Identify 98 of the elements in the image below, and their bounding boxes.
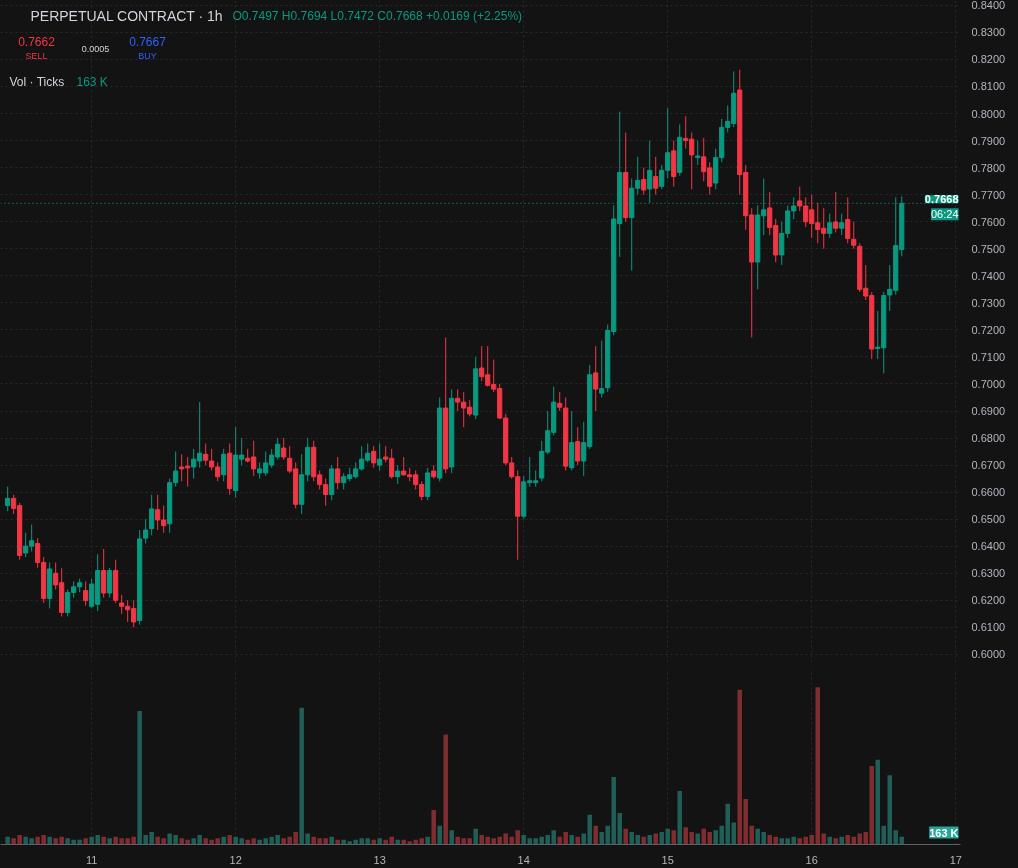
candlestick	[149, 494, 155, 536]
y-tick-label: 0.7500	[971, 242, 1006, 255]
x-tick-label: 11	[85, 853, 98, 866]
bar	[377, 838, 382, 845]
bar	[449, 830, 454, 845]
bar	[833, 838, 838, 845]
bar	[647, 835, 652, 845]
x-tick-label: 15	[661, 853, 674, 866]
candlestick	[641, 167, 647, 196]
candlestick	[395, 464, 401, 485]
x-tick-label: 14	[517, 853, 530, 866]
candlestick	[851, 221, 857, 250]
x-tick-label: 17	[949, 853, 962, 866]
annotation: Vol · Ticks	[9, 74, 65, 89]
y-tick-label: 0.7200	[971, 323, 1006, 336]
bar	[671, 830, 676, 845]
candlestick	[575, 426, 581, 466]
candlestick	[653, 156, 659, 196]
annotation: 06:24	[930, 208, 959, 221]
y-tick-label: 0.8100	[971, 80, 1006, 93]
y-tick-label: 0.6800	[971, 432, 1006, 445]
y-tick-label: 0.7900	[971, 134, 1006, 147]
bar	[425, 836, 430, 845]
bar	[221, 836, 226, 845]
y-tick-label: 0.6200	[971, 594, 1006, 607]
candlestick	[695, 140, 701, 166]
candlestick	[281, 437, 287, 461]
candlestick	[839, 213, 845, 236]
bar	[443, 734, 448, 845]
y-tick-label: 0.6300	[971, 567, 1006, 580]
bar	[827, 836, 832, 845]
y-tick-label: 0.6400	[971, 540, 1006, 553]
annotation: 0.7662	[18, 34, 56, 49]
bar	[83, 838, 88, 845]
y-tick-label: 0.7300	[971, 296, 1006, 309]
y-tick-label: 0.7100	[971, 350, 1006, 363]
bar	[677, 791, 682, 845]
annotation: BUY	[138, 51, 157, 61]
candlestick	[335, 456, 341, 490]
bar	[641, 836, 646, 845]
candlestick	[5, 486, 11, 512]
y-tick-label: 0.6000	[971, 648, 1006, 661]
annotation: 163 K	[929, 826, 959, 839]
candlestick	[101, 548, 107, 599]
ref-line-label: 0.7668	[924, 193, 959, 206]
y-tick-label: 0.7400	[971, 269, 1006, 282]
annotation: SELL	[25, 51, 48, 61]
annotation: 0.0005	[81, 44, 110, 55]
bar	[473, 828, 478, 845]
bar	[395, 839, 400, 845]
candlestick	[593, 345, 599, 412]
candlestick	[221, 448, 227, 482]
y-tick-label: 0.7800	[971, 161, 1006, 174]
bar	[569, 835, 574, 845]
text: PERPETUAL CONTRACT · 1h	[30, 8, 223, 25]
candlestick	[845, 196, 851, 244]
y-tick-label: 0.8000	[971, 107, 1006, 120]
candlestick	[833, 191, 839, 234]
candlestick	[827, 213, 833, 239]
bar	[623, 828, 628, 845]
bar	[437, 825, 442, 845]
y-tick-label: 0.6900	[971, 405, 1006, 417]
bar	[593, 825, 598, 845]
bar	[329, 836, 334, 845]
bar	[695, 833, 700, 845]
bar	[575, 836, 580, 845]
x-tick-label: 12	[229, 853, 242, 866]
candlestick	[377, 442, 383, 471]
candlestick	[83, 580, 89, 607]
bar	[371, 839, 376, 845]
bar	[5, 836, 10, 845]
x-tick-label: 13	[373, 853, 386, 866]
y-tick-label: 0.8200	[971, 53, 1006, 66]
bar	[101, 836, 106, 845]
bar	[47, 836, 52, 845]
y-tick-label: 0.8300	[971, 26, 1006, 39]
y-tick-label: 0.8400	[971, 0, 1006, 12]
y-tick-label: 0.7700	[971, 188, 1006, 201]
bar	[653, 833, 658, 845]
bar	[335, 839, 340, 845]
text: O0.7497 H0.7694 L0.7472 C0.7668 +0.0169 (+2.25%)	[232, 9, 523, 24]
y-tick-label: 0.7600	[971, 215, 1006, 228]
bar	[431, 809, 436, 845]
bar	[107, 838, 112, 845]
y-tick-label: 0.6700	[971, 459, 1006, 472]
bar	[227, 835, 232, 845]
y-tick-label: 0.7000	[971, 377, 1006, 390]
y-tick-label: 0.6600	[971, 486, 1006, 499]
y-tick-label: 0.6500	[971, 513, 1006, 526]
bar	[839, 836, 844, 845]
x-tick-label: 16	[805, 853, 818, 866]
y-tick-label: 0.6100	[971, 621, 1006, 634]
candlestick	[371, 445, 377, 469]
candlestick	[425, 467, 431, 501]
candlestick	[599, 340, 605, 398]
annotation: 163 K	[76, 74, 108, 89]
annotation: 0.7667	[129, 34, 167, 49]
candlestick	[107, 567, 113, 599]
